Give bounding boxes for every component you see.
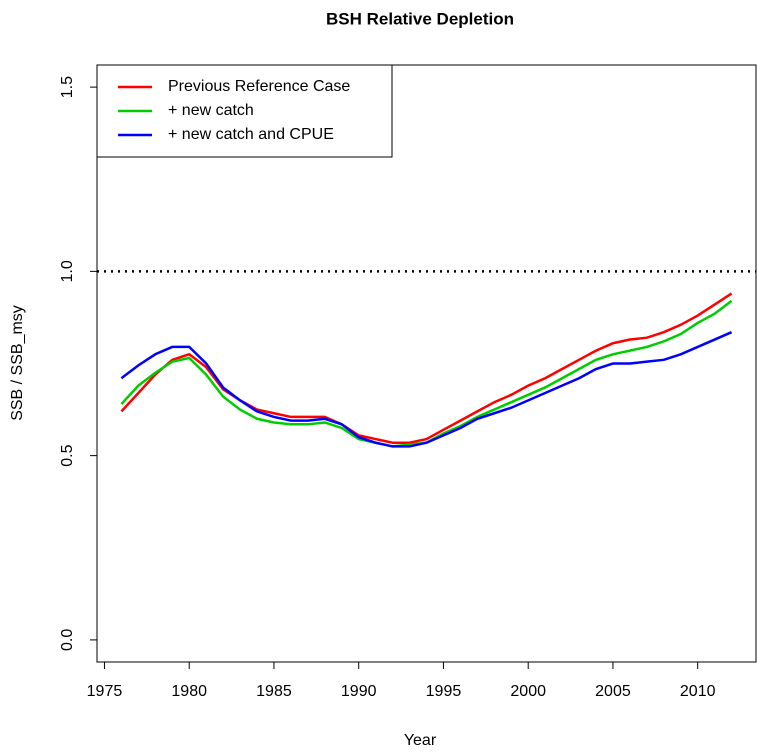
x-tick-label: 1975	[87, 683, 123, 700]
x-tick-label: 1995	[426, 683, 462, 700]
series-line	[120, 292, 733, 444]
x-tick-label: 1980	[171, 683, 207, 700]
legend-label: + new catch	[168, 102, 254, 119]
legend-label: + new catch and CPUE	[168, 126, 334, 143]
legend-label: Previous Reference Case	[168, 78, 350, 95]
x-tick-label: 2000	[510, 683, 546, 700]
y-axis-label: SSB / SSB_msy	[9, 305, 26, 421]
chart-title: BSH Relative Depletion	[326, 9, 514, 28]
y-tick-label: 1.0	[59, 260, 76, 282]
y-tick-label: 0.0	[59, 629, 76, 651]
y-tick-label: 1.5	[59, 76, 76, 98]
x-axis-label: Year	[404, 732, 437, 749]
x-tick-label: 1985	[256, 683, 292, 700]
y-tick-label: 0.5	[59, 444, 76, 466]
x-tick-label: 2005	[595, 683, 631, 700]
x-tick-label: 1990	[341, 683, 377, 700]
x-tick-label: 2010	[680, 683, 716, 700]
series-line	[120, 331, 733, 448]
